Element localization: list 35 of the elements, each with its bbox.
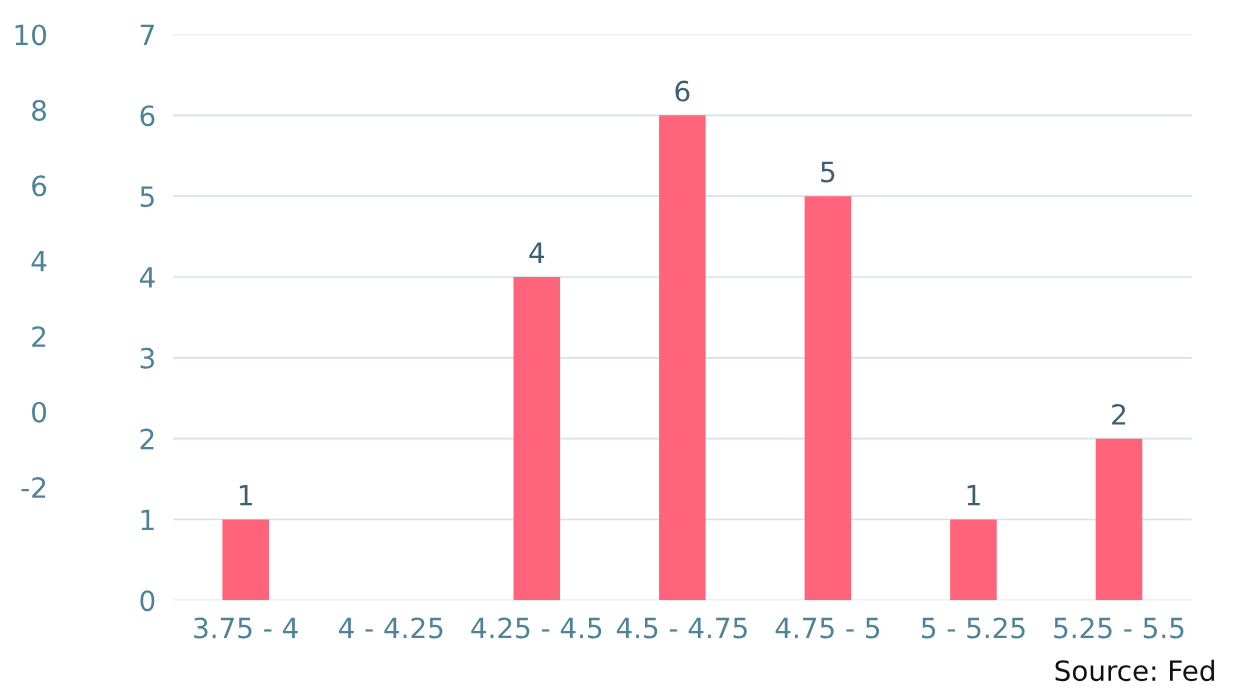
- bar: [659, 115, 706, 601]
- y2-tick-label: 8: [32, 99, 46, 121]
- y2-tick-label: 6: [32, 175, 47, 197]
- x-tick-label: 5 - 5.25: [921, 617, 1025, 639]
- bar: [804, 196, 852, 601]
- y2-tick-label: 10: [15, 24, 47, 46]
- bar: [950, 519, 997, 601]
- y-tick-label: 2: [140, 428, 154, 450]
- data-label: 1: [967, 485, 980, 506]
- x-tick-label: 3.75 - 4: [194, 617, 298, 639]
- bar: [222, 519, 269, 601]
- y2-tick-label: -2: [21, 477, 46, 498]
- data-label: 6: [675, 80, 690, 102]
- x-tick-label: 4 - 4.25: [338, 617, 443, 639]
- y-tick-label: 4: [139, 267, 155, 288]
- x-tick-label: 4.5 - 4.75: [616, 617, 747, 639]
- y-tick-label: 0: [140, 590, 155, 612]
- y-tick-label: 5: [140, 186, 154, 208]
- y-tick-label: 1: [141, 509, 154, 531]
- y2-tick-label: 2: [32, 326, 46, 347]
- x-tick-label: 4.25 - 4.5: [471, 617, 602, 639]
- data-label: 2: [1112, 403, 1126, 425]
- y-tick-label: 6: [140, 105, 155, 127]
- y-tick-label: 3: [140, 347, 155, 369]
- data-label: 1: [239, 485, 252, 506]
- y2-tick-label: 0: [32, 401, 47, 423]
- data-label: 5: [821, 161, 835, 183]
- x-tick-label: 4.75 - 5: [775, 617, 880, 639]
- y2-tick-label: 4: [31, 251, 47, 272]
- bar: [513, 276, 561, 601]
- x-tick-label: 5.25 - 5.5: [1054, 617, 1184, 639]
- data-label: 4: [529, 242, 545, 263]
- y-tick-label: 7: [140, 24, 154, 46]
- bar: [1095, 438, 1143, 601]
- source-note: Source: Fed: [1055, 659, 1214, 682]
